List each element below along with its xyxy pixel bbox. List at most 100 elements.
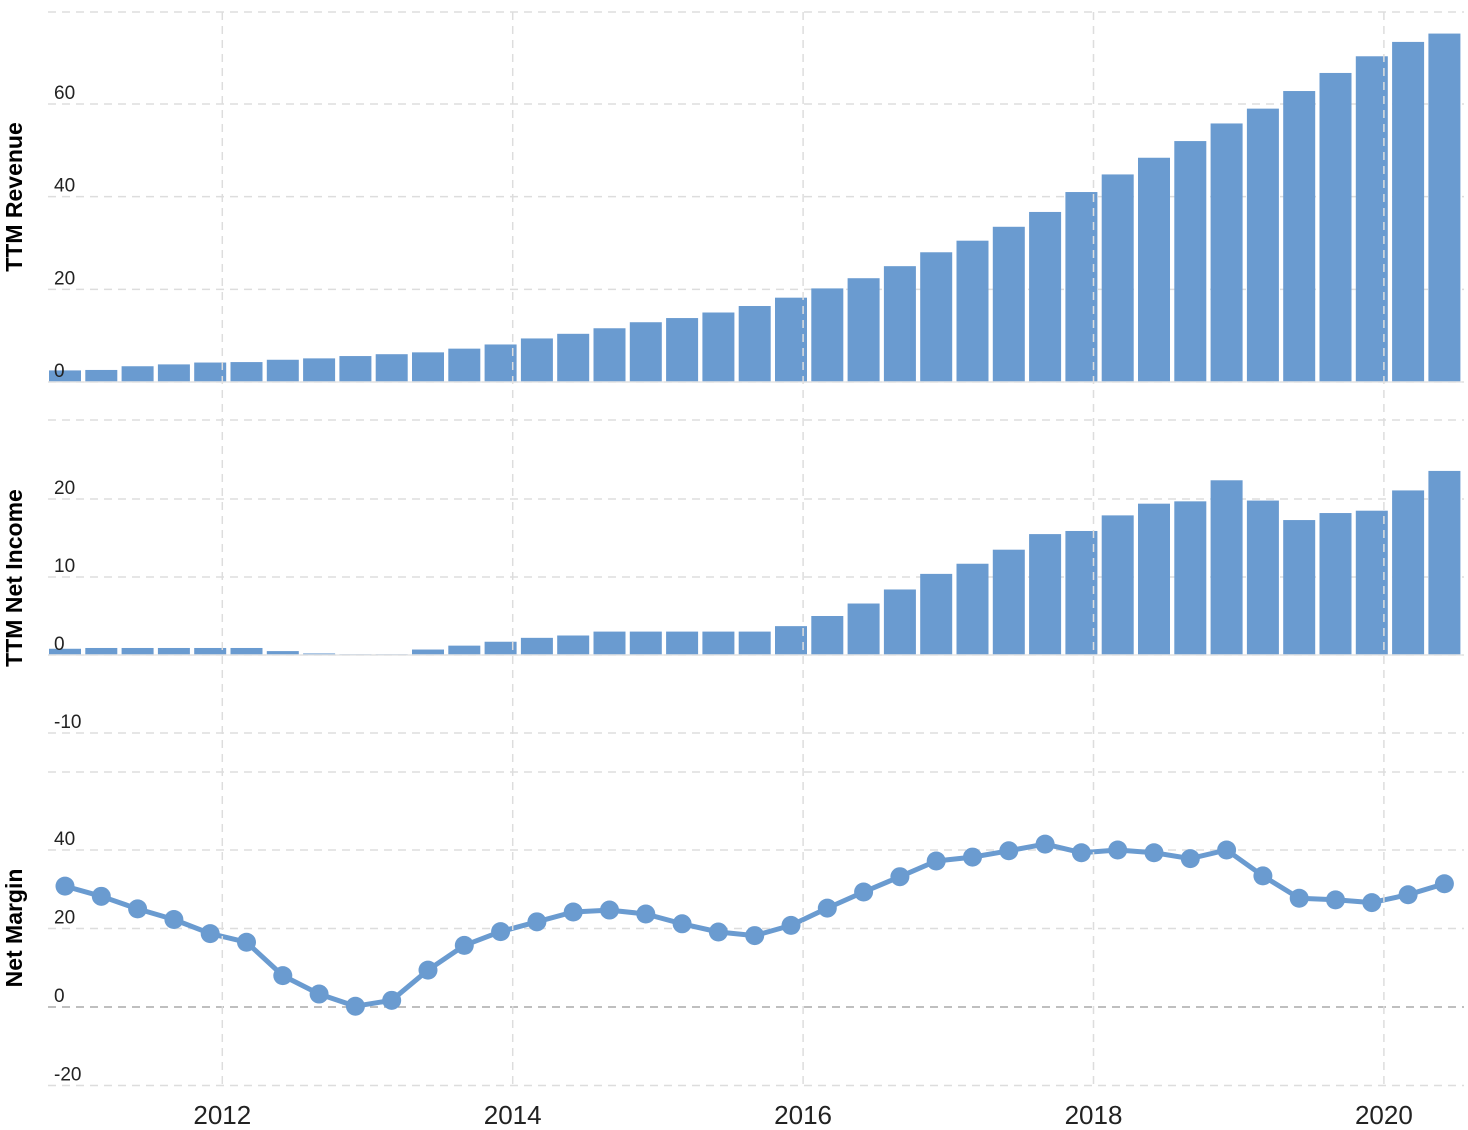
data-point: [1253, 866, 1273, 886]
data-point: [345, 996, 365, 1016]
bar: [484, 344, 517, 382]
bar: [339, 356, 372, 382]
data-point: [164, 909, 184, 929]
x-grid: [221, 12, 1385, 1090]
net-margin-line: [55, 834, 1454, 1016]
bar: [883, 589, 916, 655]
bar: [1392, 41, 1425, 383]
bar: [1174, 141, 1207, 382]
x-tick-label: 2016: [774, 1100, 832, 1130]
bar: [1065, 192, 1098, 382]
bar: [1029, 211, 1062, 382]
y-tick-label: 0: [54, 361, 65, 382]
x-axis-ticks: 2012 2014 2016 2018 2020: [193, 1100, 1412, 1130]
x-tick-label: 2012: [193, 1100, 251, 1130]
bar: [230, 647, 263, 655]
data-point: [273, 966, 293, 986]
revenue-bars: [48, 33, 1464, 383]
data-point: [1326, 890, 1345, 910]
bar: [194, 647, 227, 655]
bar: [1174, 501, 1207, 655]
bar: [847, 278, 880, 382]
bar: [557, 333, 590, 382]
bar: [121, 647, 154, 655]
bar: [520, 637, 553, 655]
data-point: [963, 847, 982, 867]
data-point: [527, 912, 547, 932]
data-point: [926, 851, 946, 871]
data-point: [55, 876, 75, 896]
data-point: [1108, 840, 1128, 860]
bar: [412, 649, 444, 655]
net-income-y-ticks: -10 0 10 20: [54, 478, 81, 733]
bar: [847, 603, 880, 655]
y-tick-label: 0: [54, 634, 65, 655]
data-point: [382, 990, 402, 1010]
bar: [230, 362, 263, 382]
data-point: [91, 886, 111, 906]
bar: [557, 635, 590, 655]
bar: [593, 328, 626, 382]
bar: [303, 653, 336, 655]
bar: [1138, 157, 1170, 382]
bar: [1319, 72, 1352, 382]
bar: [1210, 480, 1243, 655]
y-tick-label: 20: [54, 908, 75, 929]
bar: [593, 631, 626, 655]
bar: [775, 626, 807, 655]
data-point: [454, 935, 474, 955]
data-point: [491, 922, 511, 942]
y-tick-label: 20: [54, 268, 75, 289]
bar: [448, 348, 481, 382]
bar: [266, 651, 299, 655]
bar: [811, 616, 844, 655]
net-income-axis-title: TTM Net Income: [1, 489, 27, 667]
bar: [775, 297, 807, 382]
data-point: [600, 900, 619, 920]
bar: [883, 266, 916, 382]
net-income-bars: [48, 470, 1464, 656]
bar: [85, 369, 118, 382]
bar: [956, 563, 989, 655]
data-point: [1398, 885, 1418, 905]
bar: [121, 366, 154, 382]
bar: [157, 364, 190, 382]
bar: [992, 549, 1025, 655]
x-tick-label: 2020: [1355, 1100, 1413, 1130]
bar: [520, 338, 553, 382]
bar: [412, 352, 444, 382]
bar: [1101, 515, 1134, 655]
net-margin-panel: Net Margin -20 0 20 40: [1, 771, 1464, 1087]
bar: [303, 358, 336, 382]
bar: [629, 322, 662, 382]
data-point: [1071, 843, 1091, 863]
y-tick-label: 40: [54, 176, 75, 197]
y-tick-label: 60: [54, 83, 75, 104]
bar: [266, 359, 299, 382]
bar: [194, 362, 227, 382]
bar: [1392, 490, 1425, 655]
net-margin-y-ticks: -20 0 20 40: [54, 829, 81, 1086]
x-tick-label: 2014: [484, 1100, 542, 1130]
bar: [1138, 503, 1170, 655]
bar: [1319, 513, 1352, 655]
bar: [1355, 510, 1388, 655]
bar: [992, 226, 1025, 382]
bar: [666, 318, 699, 382]
y-tick-label: 40: [54, 829, 75, 850]
bar: [920, 573, 953, 655]
bar: [1283, 91, 1316, 382]
data-point: [1434, 874, 1454, 894]
bar: [702, 312, 735, 382]
data-point: [999, 841, 1019, 861]
bar: [1065, 530, 1098, 655]
bar: [1283, 520, 1316, 655]
bar: [738, 306, 771, 382]
bar: [629, 631, 662, 655]
bar: [49, 648, 81, 655]
data-point: [708, 922, 728, 942]
bar: [1029, 534, 1062, 655]
bar: [811, 288, 844, 382]
data-point: [1289, 888, 1309, 908]
data-point: [1144, 843, 1164, 863]
